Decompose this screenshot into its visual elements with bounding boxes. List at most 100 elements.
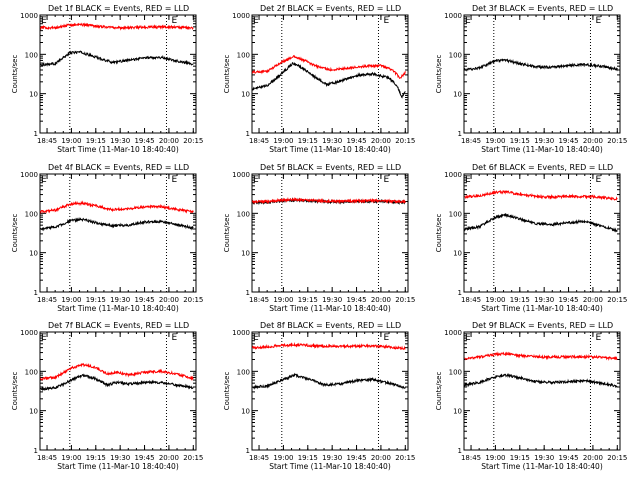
x-tick-label: 19:15 xyxy=(510,454,530,462)
series-line-events xyxy=(252,372,406,390)
x-tick-label: 20:00 xyxy=(371,454,391,462)
chart-title: Det 2f BLACK = Events, RED = LLD xyxy=(260,4,401,13)
x-tick-label: 20:00 xyxy=(159,296,179,304)
y-tick-label: 10 xyxy=(453,91,462,99)
x-tick-label: 18:45 xyxy=(461,137,481,145)
x-axis-label: Start Time (11-Mar-10 18:40:40) xyxy=(481,145,603,154)
series-line-lld xyxy=(464,189,618,201)
x-tick-label: 19:30 xyxy=(110,137,130,145)
x-tick-label: 19:00 xyxy=(273,454,293,462)
y-tick-label: 1000 xyxy=(232,12,250,20)
e-marker-label: E xyxy=(253,333,259,343)
x-tick-label: 18:45 xyxy=(461,296,481,304)
y-tick-label: 100 xyxy=(449,210,462,218)
x-tick-label: 19:15 xyxy=(510,137,530,145)
x-tick-label: 19:30 xyxy=(110,454,130,462)
y-tick-label: 1 xyxy=(458,130,462,138)
x-axis-label: Start Time (11-Mar-10 18:40:40) xyxy=(269,462,391,471)
y-tick-label: 1000 xyxy=(20,171,38,179)
y-tick-label: 1 xyxy=(458,289,462,297)
x-tick-label: 20:00 xyxy=(583,296,603,304)
x-tick-label: 19:00 xyxy=(273,137,293,145)
x-tick-label: 19:30 xyxy=(534,137,554,145)
x-tick-label: 20:00 xyxy=(371,296,391,304)
e-marker-label: E xyxy=(596,175,602,185)
x-tick-label: 20:00 xyxy=(159,454,179,462)
e-marker-label: E xyxy=(253,16,259,26)
series-line-events xyxy=(40,373,194,392)
x-axis-label: Start Time (11-Mar-10 18:40:40) xyxy=(57,145,179,154)
y-tick-label: 10 xyxy=(241,408,250,416)
y-axis-label: Counts/sec xyxy=(223,214,231,253)
x-tick-label: 20:15 xyxy=(607,454,627,462)
x-axis-label: Start Time (11-Mar-10 18:40:40) xyxy=(269,145,391,154)
e-marker-label: E xyxy=(172,333,178,343)
series-line-lld xyxy=(40,362,194,381)
x-tick-label: 18:45 xyxy=(249,296,269,304)
x-tick-label: 19:15 xyxy=(86,137,106,145)
plot-frame xyxy=(463,331,621,451)
e-marker-label: E xyxy=(465,333,471,343)
y-axis-label: Counts/sec xyxy=(223,372,231,411)
x-tick-label: 20:00 xyxy=(583,454,603,462)
x-tick-label: 19:30 xyxy=(322,296,342,304)
y-axis-label: Counts/sec xyxy=(11,372,19,411)
series-line-events xyxy=(252,61,406,99)
y-tick-label: 1000 xyxy=(444,12,462,20)
y-axis-label: Counts/sec xyxy=(223,55,231,94)
x-tick-label: 19:30 xyxy=(110,296,130,304)
e-marker-label: E xyxy=(41,16,47,26)
plot-frame xyxy=(463,14,621,134)
x-tick-label: 20:15 xyxy=(395,296,415,304)
x-tick-label: 19:45 xyxy=(558,454,578,462)
y-tick-label: 1000 xyxy=(444,329,462,337)
chart-title: Det 9f BLACK = Events, RED = LLD xyxy=(472,321,613,330)
y-tick-label: 100 xyxy=(237,51,250,59)
x-tick-label: 19:15 xyxy=(298,296,318,304)
y-axis-label: Counts/sec xyxy=(11,55,19,94)
e-marker-label: E xyxy=(172,16,178,26)
e-marker-label: E xyxy=(253,175,259,185)
y-tick-label: 1000 xyxy=(20,329,38,337)
x-tick-label: 19:45 xyxy=(346,296,366,304)
x-tick-label: 18:45 xyxy=(37,454,57,462)
chart-title: Det 1f BLACK = Events, RED = LLD xyxy=(48,4,189,13)
x-tick-label: 19:30 xyxy=(534,454,554,462)
y-tick-label: 1000 xyxy=(232,171,250,179)
y-tick-label: 100 xyxy=(25,51,38,59)
x-tick-label: 19:00 xyxy=(61,296,81,304)
series-line-lld xyxy=(40,200,194,215)
x-tick-label: 20:00 xyxy=(583,137,603,145)
y-tick-label: 10 xyxy=(453,408,462,416)
x-tick-label: 20:15 xyxy=(183,137,203,145)
y-tick-label: 10 xyxy=(453,250,462,258)
x-tick-label: 19:15 xyxy=(298,454,318,462)
x-tick-label: 19:00 xyxy=(485,296,505,304)
x-tick-label: 19:00 xyxy=(485,454,505,462)
series-line-events xyxy=(464,372,618,389)
x-tick-label: 19:15 xyxy=(86,454,106,462)
y-tick-label: 1000 xyxy=(20,12,38,20)
series-line-events xyxy=(40,50,194,67)
plot-frame xyxy=(39,331,197,451)
series-line-events xyxy=(464,58,618,72)
x-tick-label: 20:15 xyxy=(183,296,203,304)
e-marker-label: E xyxy=(596,16,602,26)
x-tick-label: 19:15 xyxy=(298,137,318,145)
e-marker-label: E xyxy=(41,333,47,343)
chart-title: Det 5f BLACK = Events, RED = LLD xyxy=(260,163,401,172)
y-tick-label: 1 xyxy=(458,447,462,455)
y-tick-label: 1000 xyxy=(232,329,250,337)
series-line-lld xyxy=(252,342,406,351)
y-tick-label: 10 xyxy=(29,250,38,258)
x-tick-label: 18:45 xyxy=(37,137,57,145)
chart-title: Det 8f BLACK = Events, RED = LLD xyxy=(260,321,401,330)
x-axis-label: Start Time (11-Mar-10 18:40:40) xyxy=(481,304,603,313)
y-tick-label: 100 xyxy=(25,368,38,376)
x-tick-label: 19:30 xyxy=(322,454,342,462)
